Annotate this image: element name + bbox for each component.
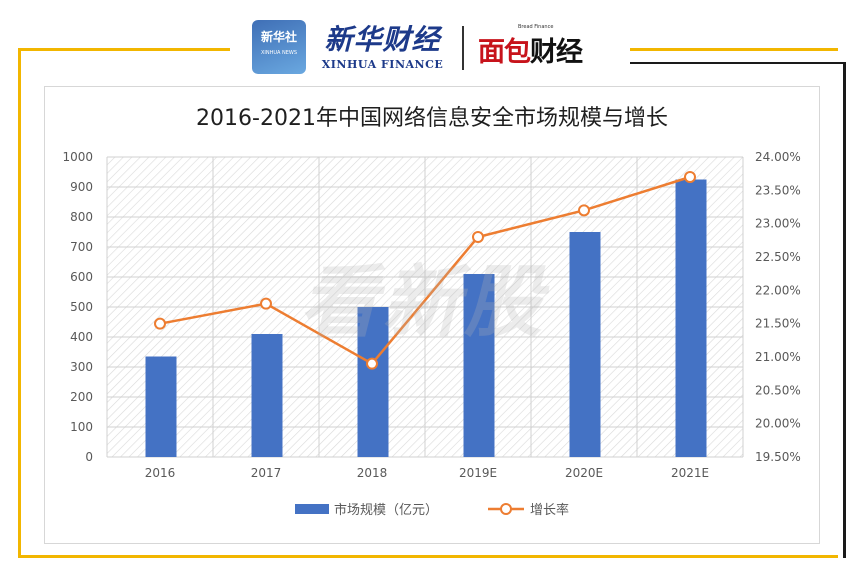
y-left-tick-label: 900 (70, 180, 93, 194)
y-right-tick-label: 19.50% (755, 450, 801, 464)
bar (569, 232, 601, 457)
xinhua-finance-logo: 新华财经 XINHUA FINANCE (320, 18, 445, 71)
mianbao-finance-logo: Bread Finance 面包财经 (478, 24, 618, 69)
y-right-tick-label: 24.00% (755, 150, 801, 164)
y-right-tick-label: 22.00% (755, 283, 801, 297)
xinhua-logo: 新华社 XINHUA NEWS (252, 20, 306, 74)
bar (251, 334, 283, 457)
logo-divider (462, 26, 464, 70)
line-point (154, 317, 166, 330)
legend-swatch-bar (295, 504, 329, 514)
xinhua-finance-cn: 新华财经 (324, 23, 441, 56)
line-point (366, 357, 378, 370)
black-frame-top (606, 62, 846, 64)
chart-title: 2016-2021年中国网络信息安全市场规模与增长 (196, 106, 668, 131)
mianbao-tag: Bread Finance (518, 24, 554, 30)
bar (675, 179, 707, 457)
y-right-tick-label: 20.50% (755, 383, 801, 397)
line-point (472, 231, 484, 243)
y-right-tick-label: 23.50% (755, 183, 801, 197)
y-left-tick-label: 500 (70, 300, 93, 314)
legend-label-line: 增长率 (530, 502, 569, 518)
y-left-tick-label: 600 (70, 270, 93, 284)
y-left-tick-label: 1000 (62, 150, 93, 164)
mianbao-cn-red: 面包 (478, 37, 531, 68)
y-right-tick-label: 21.50% (755, 317, 801, 331)
line-point (260, 297, 272, 310)
y-left-tick-label: 200 (70, 390, 93, 404)
line-point (578, 204, 590, 217)
y-right-tick-label: 21.00% (755, 350, 801, 364)
xinhua-finance-en: XINHUA FINANCE (321, 58, 444, 71)
xinhua-logo-en: XINHUA NEWS (260, 50, 298, 56)
y-left-tick-label: 700 (70, 240, 93, 254)
x-tick-label: 2016 (145, 466, 176, 480)
y-left-tick-label: 100 (70, 420, 93, 434)
y-left-tick-label: 300 (70, 360, 93, 374)
y-left-tick-label: 800 (70, 210, 93, 224)
xinhua-logo-cn: 新华社 (260, 30, 297, 44)
bar (357, 307, 389, 457)
header-logos: 新华社 XINHUA NEWS 新华财经 XINHUA FINANCE Brea… (230, 8, 630, 78)
x-tick-label: 2019E (459, 466, 497, 480)
bar (145, 356, 177, 457)
legend-label-bar: 市场规模（亿元） (334, 502, 438, 518)
y-right-tick-label: 20.00% (755, 417, 801, 431)
legend-marker-line (500, 503, 512, 515)
line-point (684, 171, 696, 183)
x-tick-label: 2018 (357, 466, 388, 480)
y-left-tick-label: 400 (70, 330, 93, 344)
y-left-tick-label: 0 (85, 450, 93, 464)
x-tick-label: 2017 (251, 466, 282, 480)
bar (463, 274, 495, 457)
y-right-tick-label: 22.50% (755, 250, 801, 264)
black-frame-right (843, 62, 846, 558)
mianbao-cn-black: 财经 (530, 37, 583, 68)
x-tick-label: 2020E (565, 466, 603, 480)
line-growth-rate (159, 175, 691, 366)
y-right-tick-label: 23.00% (755, 217, 801, 231)
x-tick-label: 2021E (671, 466, 709, 480)
